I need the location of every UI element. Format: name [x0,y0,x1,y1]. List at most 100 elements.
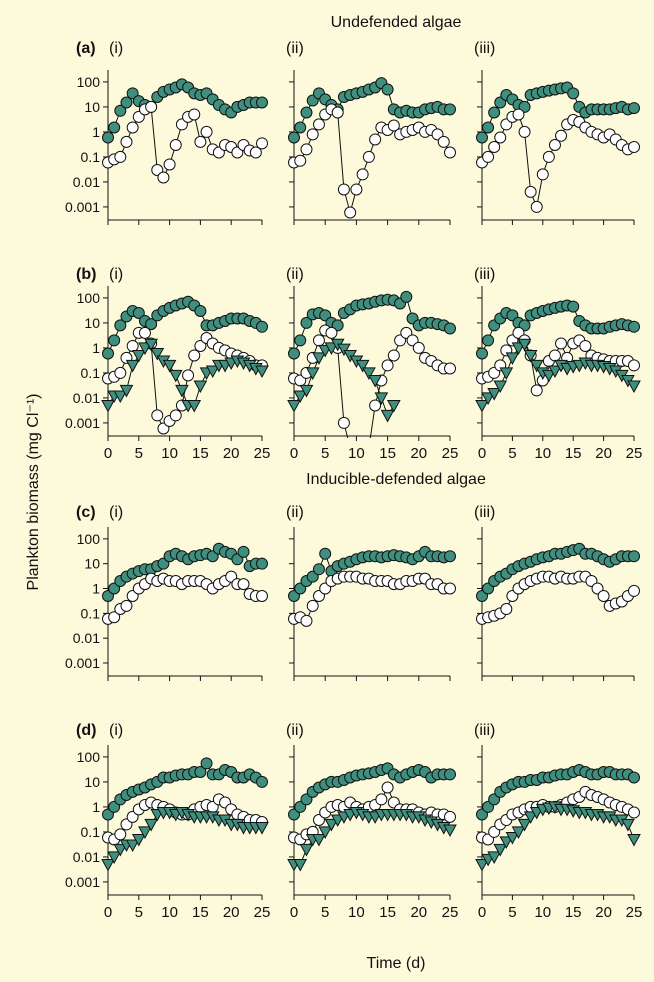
panel [288,70,456,225]
column-label: (iii) [474,722,495,739]
white-point [524,185,537,198]
panel: 0 5 10 15 20 25 [287,745,458,921]
triangle-point [493,380,508,394]
white-point [188,349,201,362]
triangle-point [542,369,556,383]
column-label: (i) [109,40,123,57]
x-tick-label: 10 [534,904,551,921]
white-point [362,150,375,163]
panel: 100 10 1 0.1 0.01 0.001 [65,527,268,681]
triangle-point [511,826,526,839]
x-tick-label: 15 [192,904,209,921]
y-tick-label: 10 [84,556,100,572]
white-point [256,589,268,602]
white-point [597,589,610,602]
white-point [163,158,176,171]
white-point [369,133,382,146]
white-point [306,599,319,612]
y-tick-label: 1 [92,124,100,140]
teal-point [628,102,640,115]
teal-point [132,306,145,319]
white-point [300,143,313,156]
white-point [344,206,357,219]
teal-point [476,347,488,360]
white-point [194,135,207,148]
triangle-point [255,365,269,378]
white-point [628,584,640,597]
x-tick-label: 5 [135,904,143,921]
white-point [337,183,350,196]
panel-data [475,299,641,413]
teal-point [294,121,307,134]
column-label: (ii) [286,40,304,57]
triangle-point [517,338,532,352]
teal-point [256,775,268,788]
y-tick-label: 100 [77,74,101,90]
column-label: (i) [109,504,123,521]
teal-point [294,334,307,347]
triangle-point [312,352,326,365]
x-tick-label: 5 [321,445,329,462]
row-label: (d) [76,722,96,739]
x-tick-label: 5 [508,445,516,462]
white-point [114,828,127,841]
white-point [126,121,139,134]
triangle-point [138,826,152,839]
teal-point [145,318,158,331]
triangle-point [162,359,177,373]
y-tick-label: 1 [92,581,100,597]
teal-point [102,347,114,360]
y-tick-label: 100 [77,531,101,547]
teal-point [288,347,300,360]
triangle-point [374,392,389,405]
triangle-point [119,384,134,398]
white-point [325,326,338,339]
white-point [237,578,250,591]
white-point [114,150,127,163]
x-tick-label: 25 [254,445,271,462]
triangle-point [499,367,514,380]
y-tick-label: 0.1 [81,605,101,621]
x-tick-label: 5 [508,904,516,921]
x-tick-label: 20 [595,904,612,921]
triangle-point [293,390,308,403]
row-label: (c) [76,504,96,521]
triangle-point [517,818,532,832]
x-tick-label: 15 [565,904,582,921]
triangle-point [168,369,183,383]
white-point [512,108,525,121]
triangle-point [380,409,395,423]
teal-point [256,96,268,109]
column-label: (ii) [286,266,304,283]
white-point [381,781,394,794]
teal-point [200,757,213,770]
triangle-point [131,349,146,363]
white-point [300,614,313,627]
x-tick-label: 0 [290,445,298,462]
panel-data [288,545,456,627]
white-point [444,810,456,823]
teal-point [476,131,488,144]
triangle-point [125,359,140,373]
x-tick-label: 5 [135,445,143,462]
teal-point [628,320,640,333]
panel: 100 10 1 0.1 0.01 0.001 [65,70,268,225]
panel-data [476,542,640,625]
x-tick-label: 25 [254,904,271,921]
white-point [312,334,325,347]
white-point [628,359,640,372]
row-label: (b) [76,266,96,283]
triangle-point [529,359,544,373]
y-tick-label: 10 [84,99,100,115]
x-tick-label: 0 [290,904,298,921]
triangle-point [621,818,635,832]
x-tick-label: 10 [161,445,178,462]
panel-data [475,764,641,872]
teal-point [444,768,456,781]
y-tick-label: 0.1 [81,365,101,381]
triangle-point [125,839,140,853]
white-point [548,139,561,151]
triangle-point [475,858,489,872]
white-point [256,137,268,150]
